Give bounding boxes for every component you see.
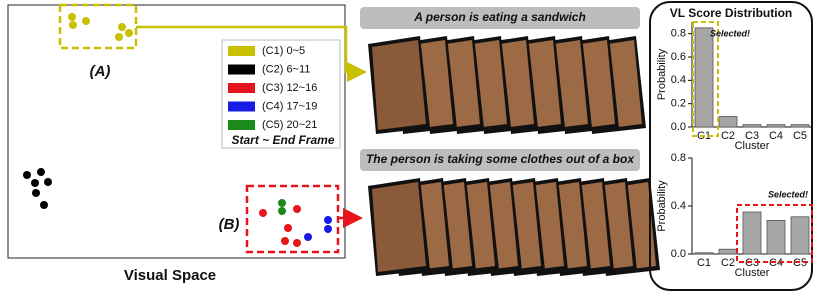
y-tick-label: 0.4 (671, 200, 686, 212)
y-tick-label: 0.8 (671, 152, 686, 164)
y-tick-label: 0.0 (671, 121, 686, 133)
bar (743, 212, 761, 254)
bar (791, 125, 809, 127)
visual-space-title: Visual Space (124, 267, 216, 284)
bar (767, 220, 785, 254)
legend-label: (C3) 12~16 (262, 82, 317, 94)
y-axis-label: Probability (656, 48, 668, 100)
video-frame-image (372, 40, 426, 130)
bar (719, 117, 737, 128)
legend-label: (C4) 17~19 (262, 100, 317, 112)
legend-swatch (228, 102, 255, 112)
caption: The person is taking some clothes out of… (366, 152, 635, 166)
legend-label: (C1) 0~5 (262, 45, 305, 57)
x-tick-label: C2 (721, 130, 735, 142)
bar (719, 249, 737, 254)
caption: A person is eating a sandwich (413, 10, 586, 24)
panel-title: VL Score Distribution (670, 6, 792, 20)
y-tick-label: 0.0 (671, 248, 686, 260)
legend-swatch (228, 65, 255, 75)
legend-swatch (228, 46, 255, 56)
y-axis-label: Probability (656, 180, 668, 232)
selection-label: Selected! (710, 28, 750, 38)
y-tick-label: 0.2 (671, 98, 686, 110)
legend-swatch (228, 83, 255, 93)
score-panel (650, 2, 812, 290)
bar (695, 28, 713, 127)
x-axis-label: Cluster (735, 140, 770, 152)
figure: Visual Space (A) (B) (C1) 0~5 (C2) 6~11 (C… (0, 0, 817, 294)
bar (767, 125, 785, 127)
bar (743, 125, 761, 127)
x-tick-label: C2 (721, 257, 735, 269)
legend-swatch (228, 120, 255, 130)
y-tick-label: 0.8 (671, 28, 686, 40)
group-b-label: (B) (219, 216, 240, 233)
y-tick-label: 0.4 (671, 74, 686, 86)
legend-label: (C5) 20~21 (262, 119, 317, 131)
x-tick-label: C1 (697, 257, 711, 269)
bar (791, 217, 809, 254)
legend-note: Start ~ End Frame (231, 133, 334, 147)
x-tick-label: C5 (793, 130, 807, 142)
y-tick-label: 0.6 (671, 51, 686, 63)
selection-label: Selected! (768, 189, 808, 199)
x-tick-label: C4 (769, 130, 783, 142)
group-a-label: (A) (90, 63, 111, 80)
legend-label: (C2) 6~11 (262, 63, 310, 75)
x-axis-label: Cluster (735, 267, 770, 279)
video-frame-image (372, 182, 426, 272)
bar (695, 253, 713, 254)
